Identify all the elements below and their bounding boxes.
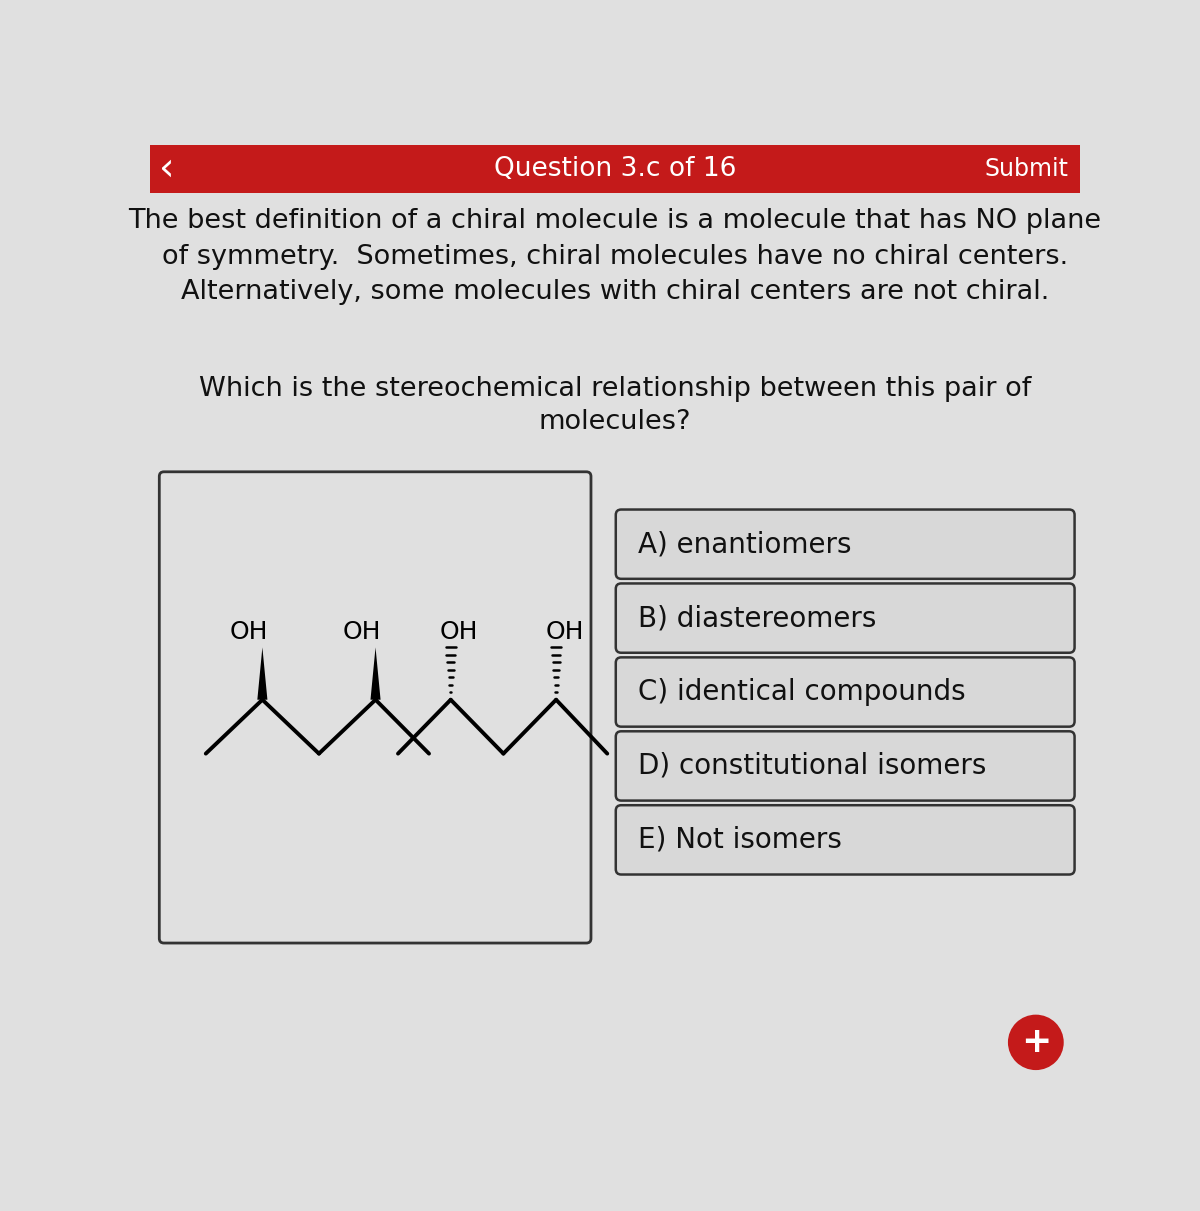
Text: OH: OH bbox=[230, 620, 269, 644]
FancyBboxPatch shape bbox=[160, 472, 590, 943]
Text: ‹: ‹ bbox=[160, 150, 175, 188]
Text: OH: OH bbox=[440, 620, 479, 644]
Text: Submit: Submit bbox=[984, 157, 1068, 182]
Text: molecules?: molecules? bbox=[539, 408, 691, 435]
Text: Question 3.c of 16: Question 3.c of 16 bbox=[494, 156, 736, 182]
Text: C) identical compounds: C) identical compounds bbox=[638, 678, 966, 706]
Bar bbox=[150, 145, 1080, 193]
Text: Alternatively, some molecules with chiral centers are not chiral.: Alternatively, some molecules with chira… bbox=[181, 280, 1049, 305]
FancyBboxPatch shape bbox=[616, 510, 1074, 579]
Text: B) diastereomers: B) diastereomers bbox=[638, 604, 877, 632]
FancyBboxPatch shape bbox=[616, 805, 1074, 874]
Text: D) constitutional isomers: D) constitutional isomers bbox=[638, 752, 986, 780]
Circle shape bbox=[1008, 1015, 1063, 1071]
Text: +: + bbox=[1021, 1026, 1051, 1060]
Polygon shape bbox=[371, 648, 380, 700]
Text: OH: OH bbox=[343, 620, 382, 644]
FancyBboxPatch shape bbox=[616, 731, 1074, 800]
Text: Which is the stereochemical relationship between this pair of: Which is the stereochemical relationship… bbox=[199, 377, 1031, 402]
FancyBboxPatch shape bbox=[616, 658, 1074, 727]
Text: A) enantiomers: A) enantiomers bbox=[638, 530, 852, 558]
Text: E) Not isomers: E) Not isomers bbox=[638, 826, 842, 854]
Text: OH: OH bbox=[545, 620, 583, 644]
Polygon shape bbox=[257, 648, 268, 700]
Text: of symmetry.  Sometimes, chiral molecules have no chiral centers.: of symmetry. Sometimes, chiral molecules… bbox=[162, 243, 1068, 270]
FancyBboxPatch shape bbox=[616, 584, 1074, 653]
Text: The best definition of a chiral molecule is a molecule that has NO plane: The best definition of a chiral molecule… bbox=[128, 208, 1102, 235]
